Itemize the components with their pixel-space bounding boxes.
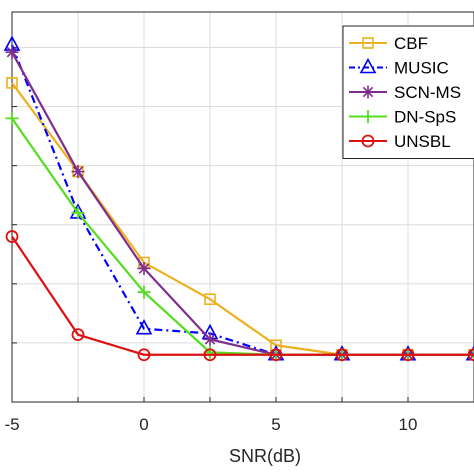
series-layer	[3, 35, 474, 362]
data-point	[71, 328, 85, 342]
series-unsbl	[5, 230, 474, 362]
x-tick-label: -5	[4, 415, 19, 434]
data-point	[361, 110, 375, 123]
x-tick-label: 10	[399, 415, 418, 434]
legend-item: CBF	[349, 34, 428, 53]
data-point	[137, 261, 151, 275]
data-point	[361, 134, 375, 148]
data-point	[362, 37, 374, 49]
legend-item: UNSBL	[349, 132, 451, 151]
plot-area	[11, 11, 474, 403]
legend-item: SCN-MS	[349, 83, 461, 102]
data-point	[6, 77, 18, 89]
data-point	[361, 85, 375, 99]
legend-item: MUSIC	[349, 57, 449, 78]
x-tick-label: 0	[139, 415, 148, 434]
data-point	[401, 348, 415, 362]
data-point	[137, 285, 151, 299]
data-point	[137, 348, 151, 362]
data-point	[465, 345, 474, 361]
data-point	[5, 230, 19, 243]
x-axis-title: SNR(dB)	[229, 446, 301, 466]
data-point	[269, 348, 283, 362]
legend-item: DN-SpS	[349, 108, 456, 127]
data-point	[71, 206, 85, 220]
tick-labels: -5 0 5 10	[4, 415, 417, 434]
legend-label: DN-SpS	[394, 108, 456, 127]
x-tick-label: 5	[271, 415, 280, 434]
data-point	[203, 348, 217, 362]
legend-label: UNSBL	[394, 132, 451, 151]
data-point	[359, 57, 377, 74]
data-point	[71, 165, 85, 179]
data-point	[467, 348, 474, 362]
data-point	[5, 111, 19, 125]
legend: CBF MUSIC SCN-MS DN-SpS UNSBL	[342, 25, 474, 159]
data-point	[135, 319, 153, 335]
legend-label: SCN-MS	[394, 83, 461, 102]
legend-label: CBF	[394, 34, 428, 53]
data-point	[204, 293, 216, 305]
series-line	[11, 235, 474, 356]
data-point	[5, 45, 19, 59]
data-point	[335, 348, 349, 362]
data-point	[203, 332, 217, 346]
legend-label: MUSIC	[394, 59, 449, 78]
